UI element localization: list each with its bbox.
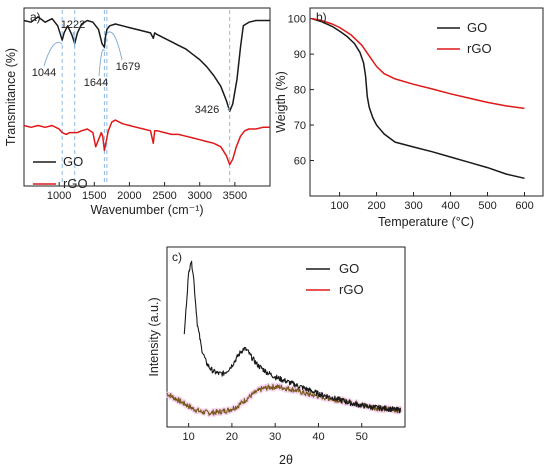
panel-c-ylabel: Intensity (a.u.) bbox=[147, 297, 161, 376]
panel-c-label: c) bbox=[172, 250, 182, 264]
panel-b-label: b) bbox=[316, 10, 327, 24]
legend-rgo-label: rGO bbox=[63, 176, 88, 191]
legend-rgo-label: rGO bbox=[467, 41, 492, 56]
panel-b-xlabel: Temperature (°C) bbox=[378, 215, 474, 229]
legend-rgo-label: rGO bbox=[339, 282, 364, 297]
panel-a-ylabel: Transmitance (%) bbox=[4, 48, 18, 146]
x-tick-label: 1500 bbox=[82, 190, 106, 202]
x-tick-label: 2000 bbox=[117, 190, 141, 202]
series-line-go bbox=[23, 16, 270, 112]
y-tick-label: 70 bbox=[294, 120, 306, 132]
annotation-leader bbox=[106, 31, 123, 61]
panel-c-frame bbox=[166, 246, 406, 428]
panel-a-label: a) bbox=[30, 10, 41, 24]
x-tick-label: 50 bbox=[356, 431, 368, 443]
x-tick-label: 10 bbox=[183, 431, 195, 443]
x-tick-label: 1000 bbox=[47, 190, 71, 202]
peak-annotation: 3426 bbox=[195, 104, 219, 116]
y-tick-label: 80 bbox=[294, 85, 306, 97]
x-tick-label: 600 bbox=[515, 200, 533, 212]
panel-c-legend: GO rGO bbox=[306, 261, 364, 297]
x-tick-label: 300 bbox=[404, 200, 422, 212]
y-tick-label: 60 bbox=[294, 156, 306, 168]
panel-b-legend: GO rGO bbox=[437, 20, 492, 56]
panel-a-xlabel: Wavenumber (cm⁻¹) bbox=[90, 203, 203, 217]
annotation-leader bbox=[98, 49, 105, 77]
annotation-leader bbox=[72, 31, 76, 48]
x-tick-label: 3000 bbox=[187, 190, 211, 202]
panel-c-xrd-chart: 10 20 30 40 50 c) GO rGO 2θ Intensity (a.u.) bbox=[147, 246, 406, 467]
peak-annotation: 1679 bbox=[116, 61, 140, 73]
x-tick-label: 500 bbox=[478, 200, 496, 212]
panel-a-legend: GO rGO bbox=[33, 154, 88, 191]
panel-b-frame bbox=[309, 7, 544, 197]
annotation-leader bbox=[43, 41, 63, 67]
legend-go-label: GO bbox=[63, 154, 83, 169]
panel-c-xlabel: 2θ bbox=[279, 453, 293, 467]
panel-a-ftir-chart: 1000 1500 2000 2500 3000 3500 1044 1222 1644 167… bbox=[4, 7, 271, 217]
legend-go-label: GO bbox=[339, 261, 359, 276]
x-tick-label: 20 bbox=[226, 431, 238, 443]
legend-go-label: GO bbox=[467, 20, 487, 35]
peak-annotation: 1044 bbox=[32, 67, 56, 79]
panel-b-ylabel: Weigth (%) bbox=[274, 71, 288, 133]
x-tick-label: 400 bbox=[441, 200, 459, 212]
x-tick-label: 40 bbox=[312, 431, 324, 443]
y-tick-label: 90 bbox=[294, 49, 306, 61]
x-tick-label: 200 bbox=[367, 200, 385, 212]
x-tick-label: 30 bbox=[269, 431, 281, 443]
peak-annotation: 1644 bbox=[84, 77, 108, 89]
x-tick-label: 2500 bbox=[152, 190, 176, 202]
x-tick-label: 3500 bbox=[223, 190, 247, 202]
peak-annotation: 1222 bbox=[61, 19, 85, 31]
series-line-go bbox=[311, 17, 525, 180]
series-line-rgo bbox=[23, 119, 270, 166]
x-tick-label: 100 bbox=[330, 200, 348, 212]
series-line-rgo bbox=[311, 17, 525, 110]
panel-a-frame bbox=[23, 7, 271, 187]
annotation-leader bbox=[227, 107, 231, 112]
y-tick-label: 100 bbox=[288, 14, 306, 26]
series-line-go bbox=[183, 260, 401, 414]
